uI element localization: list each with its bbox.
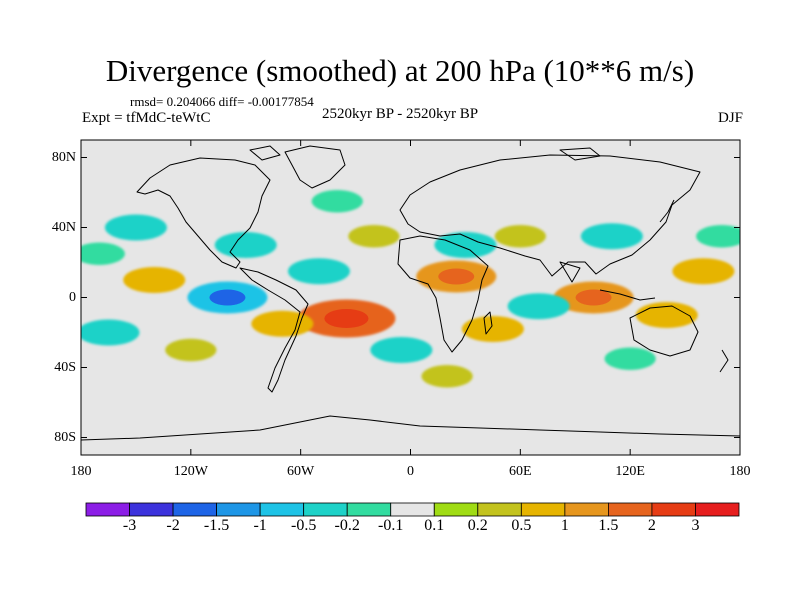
field-blob <box>696 225 740 248</box>
season-label: DJF <box>717 110 743 126</box>
experiment-label: Expt = tfMdC-teWtC <box>82 110 211 126</box>
colorbar-swatch <box>390 502 435 517</box>
field-blob <box>123 267 186 293</box>
colorbar-swatch <box>259 502 305 517</box>
period-label: 2520kyr BP - 2520kyr BP <box>322 106 479 122</box>
field-blob <box>287 258 350 285</box>
field-blob <box>672 258 735 285</box>
coastlines <box>81 145 740 441</box>
y-tick-label: 0 <box>69 289 76 305</box>
field-blob <box>434 232 497 258</box>
field-blob <box>81 319 140 346</box>
x-tick-label: 60W <box>287 464 315 479</box>
field-blob <box>348 225 400 248</box>
field-blob <box>251 310 314 337</box>
y-tick-label: 80S <box>54 429 76 445</box>
colorbar-swatch <box>520 502 566 517</box>
field-blob <box>81 242 125 265</box>
chart-title: Divergence (smoothed) at 200 hPa (10**6 … <box>105 53 695 88</box>
colorbar-label: 0.1 <box>424 517 445 534</box>
field-blob <box>214 232 277 258</box>
field-blob <box>370 337 433 363</box>
map-background <box>81 140 740 455</box>
colorbar-label: 1.5 <box>598 517 619 534</box>
colorbar-label: -2 <box>166 517 180 534</box>
colorbar-label: 3 <box>691 517 700 534</box>
colorbar-swatch <box>477 502 522 517</box>
colorbar-label: 2 <box>647 517 656 534</box>
y-tick-label: 40N <box>51 219 76 235</box>
colorbar-swatch <box>433 502 479 517</box>
colorbar-swatch <box>608 502 653 517</box>
axis-ticks <box>80 140 741 455</box>
stats-text: rmsd= 0.204066 diff= -0.00177854 <box>130 94 314 109</box>
field-blob-core <box>324 309 369 328</box>
colorbar-label: -0.5 <box>290 517 317 534</box>
colorbar-swatch <box>346 502 392 517</box>
field-blob <box>494 225 546 248</box>
colorbar-label: -1 <box>253 517 267 534</box>
colorbar-label: -1.5 <box>203 517 230 534</box>
divergence-field <box>81 190 740 388</box>
field-blob <box>421 365 473 388</box>
x-tick-label: 180 <box>70 464 92 479</box>
colorbar-swatch <box>129 502 174 517</box>
y-tick-label: 40S <box>54 359 76 375</box>
colorbar-swatch <box>651 502 696 517</box>
field-blob <box>104 214 167 241</box>
colorbar-label: -0.1 <box>378 517 404 534</box>
x-tick-label: 180 <box>729 464 751 479</box>
colorbar-swatch <box>303 502 348 517</box>
colorbar-swatch <box>695 502 740 517</box>
x-tick-label: 120W <box>173 464 208 479</box>
field-blob <box>165 338 217 362</box>
field-blob <box>604 347 656 370</box>
field-blob <box>311 190 363 213</box>
colorbar-label: -0.2 <box>334 517 360 534</box>
colorbar-label: -3 <box>122 517 137 534</box>
field-blob <box>580 223 643 250</box>
colorbar-label: 1 <box>560 517 569 534</box>
colorbar-swatch <box>216 502 261 517</box>
field-blob <box>461 316 524 342</box>
field-blob-core <box>575 289 612 306</box>
field-blob-core <box>209 289 246 306</box>
colorbar-swatch <box>172 502 217 517</box>
field-blob-core <box>438 268 475 285</box>
x-tick-label: 120E <box>615 464 645 479</box>
y-tick-label: 80N <box>51 149 76 165</box>
colorbar-swatch <box>85 502 130 517</box>
x-tick-label: 0 <box>407 464 414 479</box>
field-blob <box>507 293 570 320</box>
colorbar-swatch <box>564 502 609 517</box>
field-blob <box>635 302 698 328</box>
colorbar <box>85 502 740 517</box>
colorbar-label: 0.5 <box>511 517 532 534</box>
x-tick-label: 60E <box>509 464 532 479</box>
colorbar-label: 0.2 <box>467 517 488 534</box>
